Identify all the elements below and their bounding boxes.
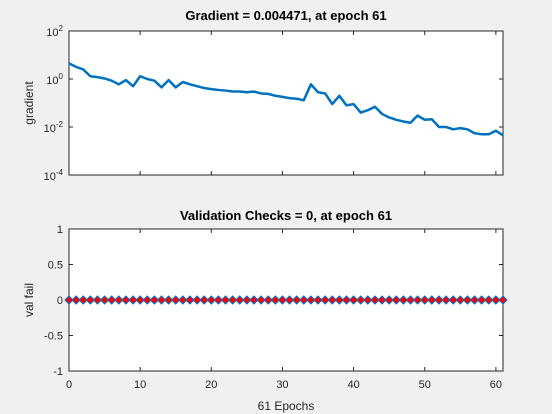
validation-point bbox=[142, 295, 152, 305]
validation-point bbox=[306, 295, 316, 305]
validation-point bbox=[405, 295, 416, 305]
validation-point bbox=[291, 295, 302, 305]
validation-point bbox=[178, 295, 188, 305]
gradient-subplot: Gradient = 0.004471, at epoch 61 gradien… bbox=[22, 8, 504, 183]
validation-x-ticks: 0 10 20 30 40 50 60 bbox=[66, 229, 502, 391]
validation-point bbox=[156, 295, 167, 305]
y-tick-label: 10-2 bbox=[44, 120, 64, 135]
validation-point bbox=[313, 295, 323, 305]
validation-point bbox=[441, 295, 451, 305]
validation-point bbox=[263, 295, 273, 305]
x-tick-label: 60 bbox=[490, 379, 502, 391]
validation-point bbox=[384, 295, 394, 305]
validation-point bbox=[370, 295, 380, 305]
validation-point bbox=[71, 295, 81, 305]
validation-point bbox=[199, 295, 209, 305]
gradient-y-ticks: 102 100 10-2 10-4 bbox=[44, 24, 503, 183]
x-tick-label: 20 bbox=[205, 379, 217, 391]
gradient-series bbox=[68, 62, 504, 137]
validation-title: Validation Checks = 0, at epoch 61 bbox=[180, 208, 392, 223]
validation-point bbox=[363, 295, 373, 305]
validation-point bbox=[163, 295, 174, 305]
validation-ylabel: val fail bbox=[22, 283, 36, 317]
validation-point bbox=[114, 295, 124, 305]
validation-point bbox=[320, 295, 330, 305]
y-tick-label: 0.5 bbox=[48, 260, 63, 272]
gradient-axes-box bbox=[68, 30, 504, 176]
y-tick-label: 10-4 bbox=[44, 168, 64, 183]
validation-point bbox=[341, 295, 352, 305]
validation-point bbox=[192, 295, 202, 305]
validation-point bbox=[455, 295, 466, 305]
validation-point bbox=[121, 295, 131, 305]
validation-point bbox=[185, 295, 195, 305]
validation-point bbox=[277, 295, 288, 305]
validation-point bbox=[270, 295, 281, 305]
gradient-title: Gradient = 0.004471, at epoch 61 bbox=[185, 8, 386, 23]
validation-point bbox=[420, 295, 430, 305]
x-tick-label: 50 bbox=[419, 379, 431, 391]
validation-point bbox=[135, 295, 145, 305]
gradient-line bbox=[68, 62, 504, 137]
validation-point bbox=[355, 295, 366, 305]
validation-point bbox=[469, 295, 480, 305]
validation-point bbox=[327, 295, 337, 305]
validation-point bbox=[242, 295, 252, 305]
validation-series bbox=[64, 295, 508, 305]
validation-point bbox=[256, 295, 266, 305]
x-tick-label: 0 bbox=[66, 379, 72, 391]
validation-point bbox=[434, 295, 444, 305]
validation-point bbox=[462, 295, 473, 305]
validation-point bbox=[92, 295, 103, 305]
validation-point bbox=[128, 295, 138, 305]
validation-point bbox=[64, 295, 74, 305]
validation-point bbox=[377, 295, 387, 305]
x-tick-label: 40 bbox=[347, 379, 359, 391]
validation-point bbox=[476, 295, 487, 305]
validation-point bbox=[85, 295, 96, 305]
validation-point bbox=[227, 295, 238, 305]
validation-point bbox=[498, 295, 508, 305]
y-tick-label: 102 bbox=[46, 24, 63, 39]
y-tick-label: 1 bbox=[57, 224, 63, 236]
validation-point bbox=[284, 295, 295, 305]
validation-point bbox=[78, 295, 88, 305]
validation-point bbox=[491, 295, 501, 305]
x-tick-label: 10 bbox=[134, 379, 146, 391]
validation-y-ticks: 1 0.5 0 -0.5 -1 bbox=[44, 224, 503, 378]
validation-point bbox=[448, 295, 458, 305]
validation-xlabel: 61 Epochs bbox=[258, 399, 315, 413]
validation-point bbox=[99, 295, 110, 305]
x-tick-label: 30 bbox=[276, 379, 288, 391]
y-tick-label: 100 bbox=[46, 72, 63, 87]
gradient-ylabel: gradient bbox=[22, 81, 36, 125]
validation-point bbox=[106, 295, 117, 305]
validation-point bbox=[235, 295, 245, 305]
y-tick-label: -0.5 bbox=[44, 331, 63, 343]
validation-point bbox=[412, 295, 423, 305]
validation-point bbox=[206, 295, 217, 305]
validation-point bbox=[484, 295, 494, 305]
validation-point bbox=[213, 295, 224, 305]
validation-point bbox=[171, 295, 181, 305]
validation-subplot: Validation Checks = 0, at epoch 61 val f… bbox=[22, 208, 508, 413]
validation-point bbox=[149, 295, 160, 305]
y-tick-label: 0 bbox=[57, 295, 63, 307]
y-tick-label: -1 bbox=[53, 366, 63, 378]
validation-point bbox=[427, 295, 437, 305]
validation-point bbox=[299, 295, 309, 305]
validation-point bbox=[391, 295, 401, 305]
gradient-x-ticks bbox=[68, 31, 497, 175]
validation-point bbox=[334, 295, 345, 305]
validation-point bbox=[398, 295, 409, 305]
validation-point bbox=[249, 295, 259, 305]
validation-point bbox=[348, 295, 359, 305]
validation-point bbox=[220, 295, 231, 305]
